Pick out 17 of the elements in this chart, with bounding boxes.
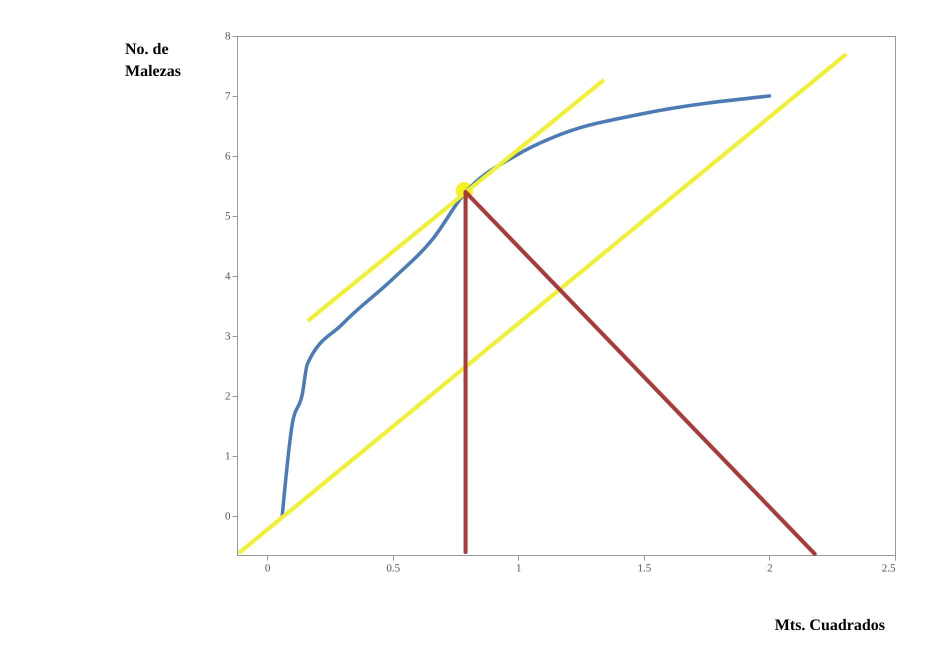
y-tick-label: 8 <box>225 30 231 42</box>
y-tick-label: 0 <box>225 510 231 522</box>
x-tick-label: 1 <box>516 562 522 574</box>
x-tick-label: 1.5 <box>637 562 652 574</box>
y-tick-label: 5 <box>225 210 231 222</box>
x-tick-label: 0.5 <box>386 562 401 574</box>
y-tick-label: 4 <box>225 270 231 282</box>
y-axis-title: No. de Malezas <box>125 41 181 80</box>
x-tick-label: 2.5 <box>882 562 896 574</box>
y-tick-label: 3 <box>225 330 231 342</box>
x-axis-title: Mts. Cuadrados <box>774 617 885 634</box>
x-tick-label: 2 <box>767 562 773 574</box>
y-tick-label: 2 <box>225 390 230 402</box>
x-tick-label: 0 <box>264 562 271 574</box>
y-tick-label: 1 <box>225 450 230 462</box>
y-tick-label: 6 <box>225 150 231 162</box>
y-tick-label: 7 <box>225 90 231 102</box>
